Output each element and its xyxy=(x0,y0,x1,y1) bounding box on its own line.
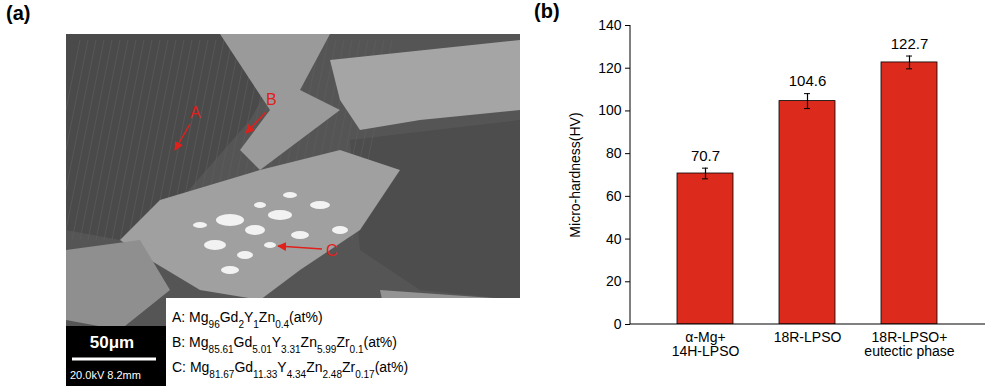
svg-text:C: C xyxy=(326,242,338,259)
svg-text:20.0kV 8.2mm: 20.0kV 8.2mm xyxy=(70,369,141,381)
svg-text:18R-LPSO: 18R-LPSO xyxy=(774,329,842,345)
svg-text:α-Mg+14H-LPSO: α-Mg+14H-LPSO xyxy=(672,329,740,359)
svg-text:40: 40 xyxy=(606,231,622,247)
svg-text:80: 80 xyxy=(606,145,622,161)
svg-text:120: 120 xyxy=(598,60,622,76)
svg-text:0: 0 xyxy=(614,316,622,332)
svg-text:122.7: 122.7 xyxy=(891,35,929,52)
svg-text:Micro-hardness(HV): Micro-hardness(HV) xyxy=(567,112,583,237)
svg-text:20: 20 xyxy=(606,273,622,289)
svg-text:C: Mg81.67Gd11.33Y4.34Zn2.48Zr: C: Mg81.67Gd11.33Y4.34Zn2.48Zr0.17(at%) xyxy=(172,359,408,380)
svg-text:18R-LPSO+eutectic phase: 18R-LPSO+eutectic phase xyxy=(864,329,954,359)
svg-text:(a): (a) xyxy=(6,2,30,24)
svg-text:60: 60 xyxy=(606,188,622,204)
svg-text:140: 140 xyxy=(598,17,622,33)
svg-text:70.7: 70.7 xyxy=(691,147,720,164)
svg-text:A: A xyxy=(190,104,201,121)
svg-text:50μm: 50μm xyxy=(90,333,134,352)
svg-text:100: 100 xyxy=(598,102,622,118)
html-text:(b): (b) xyxy=(534,0,560,22)
svg-text:B: B xyxy=(266,91,277,108)
svg-text:104.6: 104.6 xyxy=(789,72,827,89)
svg-text:B: Mg85.61Gd5.01Y3.31Zn5.99Zr0: B: Mg85.61Gd5.01Y3.31Zn5.99Zr0.1(at%) xyxy=(172,334,397,355)
svg-text:A: Mg96Gd2Y1Zn0.4(at%): A: Mg96Gd2Y1Zn0.4(at%) xyxy=(172,309,323,330)
